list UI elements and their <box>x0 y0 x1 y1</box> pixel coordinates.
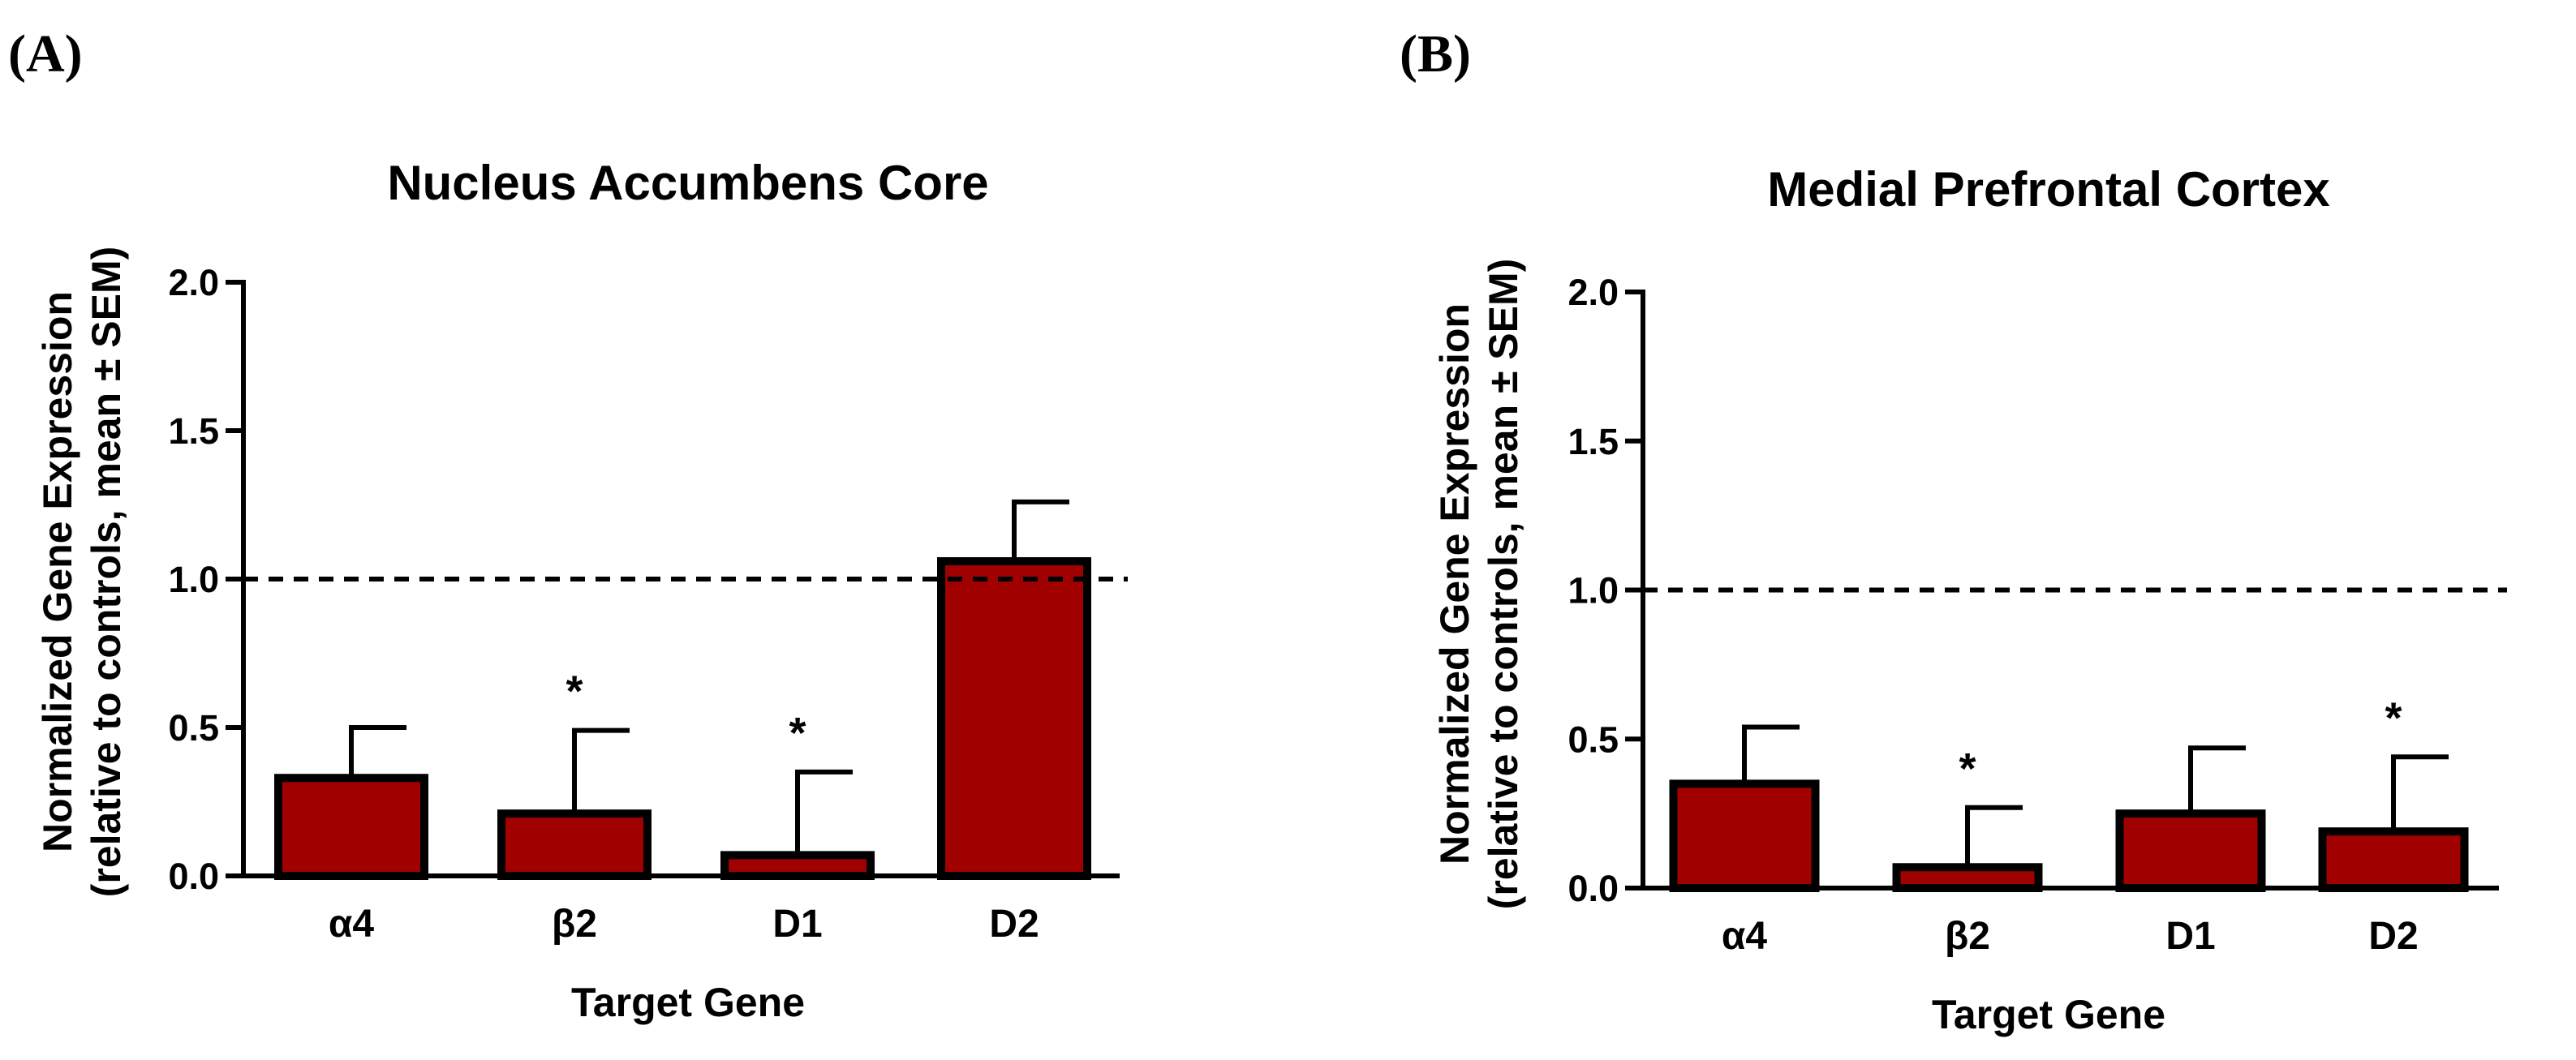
panel-b-bar <box>2115 809 2266 892</box>
panel-a-y-ticks: 0.0 0.5 1.0 1.5 2.0 <box>168 262 243 897</box>
panel-b-ylabel-line2: (relative to controls, mean ± SEM) <box>1481 259 1526 910</box>
panel-b-y-tick-label: 0.5 <box>1568 719 1619 760</box>
panel-a-bar <box>937 557 1091 880</box>
panel-a-significance-star: * <box>566 667 583 716</box>
panel-b-categories: α4 β2 D1 D2 <box>1722 915 2419 958</box>
panel-b-title: Medial Prefrontal Cortex <box>1767 162 2330 217</box>
panel-a-bar <box>274 774 428 880</box>
panel-b-y-tick-label: 1.0 <box>1568 570 1619 612</box>
panel-b-y-tick-label: 0.0 <box>1568 868 1619 909</box>
panel-a-bar <box>497 809 652 881</box>
panel-b-category-label: β2 <box>1945 915 1990 958</box>
panel-b-xlabel: Target Gene <box>1932 992 2165 1037</box>
panel-b-y-tick-label: 1.5 <box>1568 421 1619 462</box>
panel-b-significance-star: * <box>2385 693 2402 742</box>
panel-a-title: Nucleus Accumbens Core <box>387 156 988 210</box>
panel-b-letter: (B) <box>1400 24 1471 84</box>
panel-b-bar <box>1892 863 2043 893</box>
panel-b-category-label: D1 <box>2165 915 2215 958</box>
panel-a-bar <box>720 851 875 881</box>
panel-a-y-tick-label: 2.0 <box>168 262 219 303</box>
panel-b-y-tick-label: 2.0 <box>1568 272 1619 313</box>
panel-a-bars: ** <box>274 499 1091 881</box>
panel-b-bars: ** <box>1669 693 2469 893</box>
panel-b-category-label: α4 <box>1722 915 1768 958</box>
panel-b-ylabel-line1: Normalized Gene Expression <box>1432 303 1477 865</box>
panel-b: (B) Medial Prefrontal Cortex Normalized … <box>1400 24 2507 1037</box>
panel-a-y-tick-label: 1.0 <box>168 559 219 600</box>
panel-a-categories: α4 β2 D1 D2 <box>329 903 1039 946</box>
panel-a: (A) Nucleus Accumbens Core Normalized Ge… <box>8 24 1128 1025</box>
panel-a-y-tick-label: 1.5 <box>168 410 219 452</box>
panel-a-ylabel-line1: Normalized Gene Expression <box>35 291 80 852</box>
panel-a-category-label: β2 <box>552 903 597 946</box>
panel-b-bar <box>2318 827 2469 893</box>
panel-a-category-label: D2 <box>989 903 1039 946</box>
panel-a-y-tick-label: 0.5 <box>168 707 219 749</box>
panel-a-category-label: D1 <box>772 903 822 946</box>
panel-a-y-tick-label: 0.0 <box>168 856 219 897</box>
panel-a-category-label: α4 <box>329 903 375 946</box>
panel-b-category-label: D2 <box>2368 915 2418 958</box>
panel-b-bar <box>1669 779 1820 892</box>
panel-b-significance-star: * <box>1959 745 1976 793</box>
panel-b-y-ticks: 0.0 0.5 1.0 1.5 2.0 <box>1568 272 1643 909</box>
panel-a-letter: (A) <box>8 24 83 84</box>
panel-a-ylabel-line2: (relative to controls, mean ± SEM) <box>84 247 129 898</box>
panel-a-significance-star: * <box>789 709 806 757</box>
panel-a-xlabel: Target Gene <box>571 980 805 1025</box>
